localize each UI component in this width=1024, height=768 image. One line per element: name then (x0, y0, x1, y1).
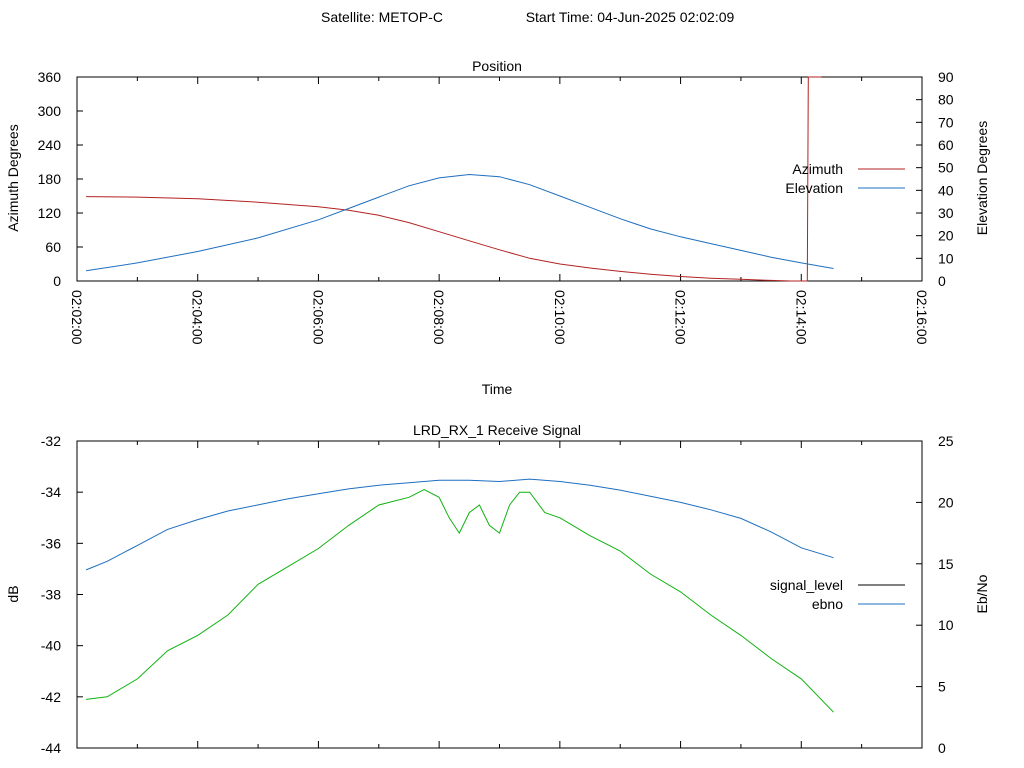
position-y2-tick-label: 40 (938, 182, 954, 198)
position-x-tick-label: 02:10:00 (552, 290, 568, 345)
signal-y2-tick-label: 20 (938, 494, 954, 510)
position-y-tick-label: 240 (38, 137, 62, 153)
signal-series-signal-level-line (86, 489, 834, 713)
position-y-tick-label: 180 (38, 171, 62, 187)
position-x-tick-label: 02:12:00 (673, 290, 689, 345)
position-y-tick-label: 360 (38, 69, 62, 85)
position-x-tick-label: 02:04:00 (190, 290, 206, 345)
position-y2-tick-label: 70 (938, 114, 954, 130)
position-y2-tick-label: 60 (938, 137, 954, 153)
signal-chart-title: LRD_RX_1 Receive Signal (413, 422, 581, 438)
signal-y2-tick-label: 0 (938, 740, 946, 756)
position-y2-tick-label: 90 (938, 69, 954, 85)
signal-y2-tick-label: 15 (938, 556, 954, 572)
signal-plot-frame (76, 440, 923, 749)
position-chart-title: Position (472, 58, 522, 74)
position-y2-tick-label: 10 (938, 250, 954, 266)
position-x-axis-label: Time (482, 381, 513, 397)
position-y-tick-label: 120 (38, 205, 62, 221)
signal-y2-tick-label: 10 (938, 617, 954, 633)
position-legend-label-azimuth: Azimuth (792, 161, 843, 177)
signal-y2-tick-label: 5 (938, 679, 946, 695)
signal-legend-label-signal-level: signal_level (770, 577, 843, 593)
signal-legend-label-ebno: ebno (812, 596, 843, 612)
position-y2-tick-label: 0 (938, 273, 946, 289)
position-x-tick-label: 02:16:00 (914, 290, 930, 345)
position-legend-label-elevation: Elevation (785, 180, 843, 196)
position-x-tick-label: 02:02:00 (69, 290, 85, 345)
signal-y2-axis-label: Eb/No (974, 574, 990, 613)
signal-y-tick-label: -44 (41, 740, 61, 756)
start-time-title: Start Time: 04-Jun-2025 02:02:09 (526, 9, 735, 25)
position-x-tick-label: 02:08:00 (431, 290, 447, 345)
signal-y-tick-label: -36 (41, 535, 61, 551)
signal-chart: -44 -42 -40 -38 -36 -34 -32 0 5 10 15 20 25 signal_le… (41, 433, 954, 756)
position-x-tick-label: 02:14:00 (793, 290, 809, 345)
signal-y2-tick-label: 25 (938, 433, 954, 449)
signal-y-tick-label: -38 (41, 587, 61, 603)
position-y-axis-label: Azimuth Degrees (5, 124, 21, 231)
signal-y-tick-label: -42 (41, 689, 61, 705)
position-y2-tick-label: 20 (938, 228, 954, 244)
position-y-tick-label: 0 (53, 273, 61, 289)
position-x-tick-label: 02:06:00 (310, 290, 326, 345)
position-series-elevation-line (86, 173, 834, 272)
signal-series-ebno-line (85, 478, 834, 571)
position-y-tick-label: 60 (45, 239, 61, 255)
position-y2-tick-label: 50 (938, 160, 954, 176)
position-y2-tick-label: 30 (938, 205, 954, 221)
satellite-title: Satellite: METOP-C (321, 9, 443, 25)
position-series-azimuth-line (86, 76, 822, 282)
signal-y-tick-label: -32 (41, 433, 61, 449)
signal-y-tick-label: -40 (41, 638, 61, 654)
signal-y-axis-label: dB (5, 585, 21, 602)
position-chart: 02:02:00 02:04:00 02:06:00 02:08:00 02:10:00… (38, 69, 954, 345)
position-y2-tick-label: 80 (938, 92, 954, 108)
position-y2-axis-label: Elevation Degrees (974, 121, 990, 235)
position-y-tick-label: 300 (38, 103, 62, 119)
signal-y-tick-label: -34 (41, 484, 61, 500)
